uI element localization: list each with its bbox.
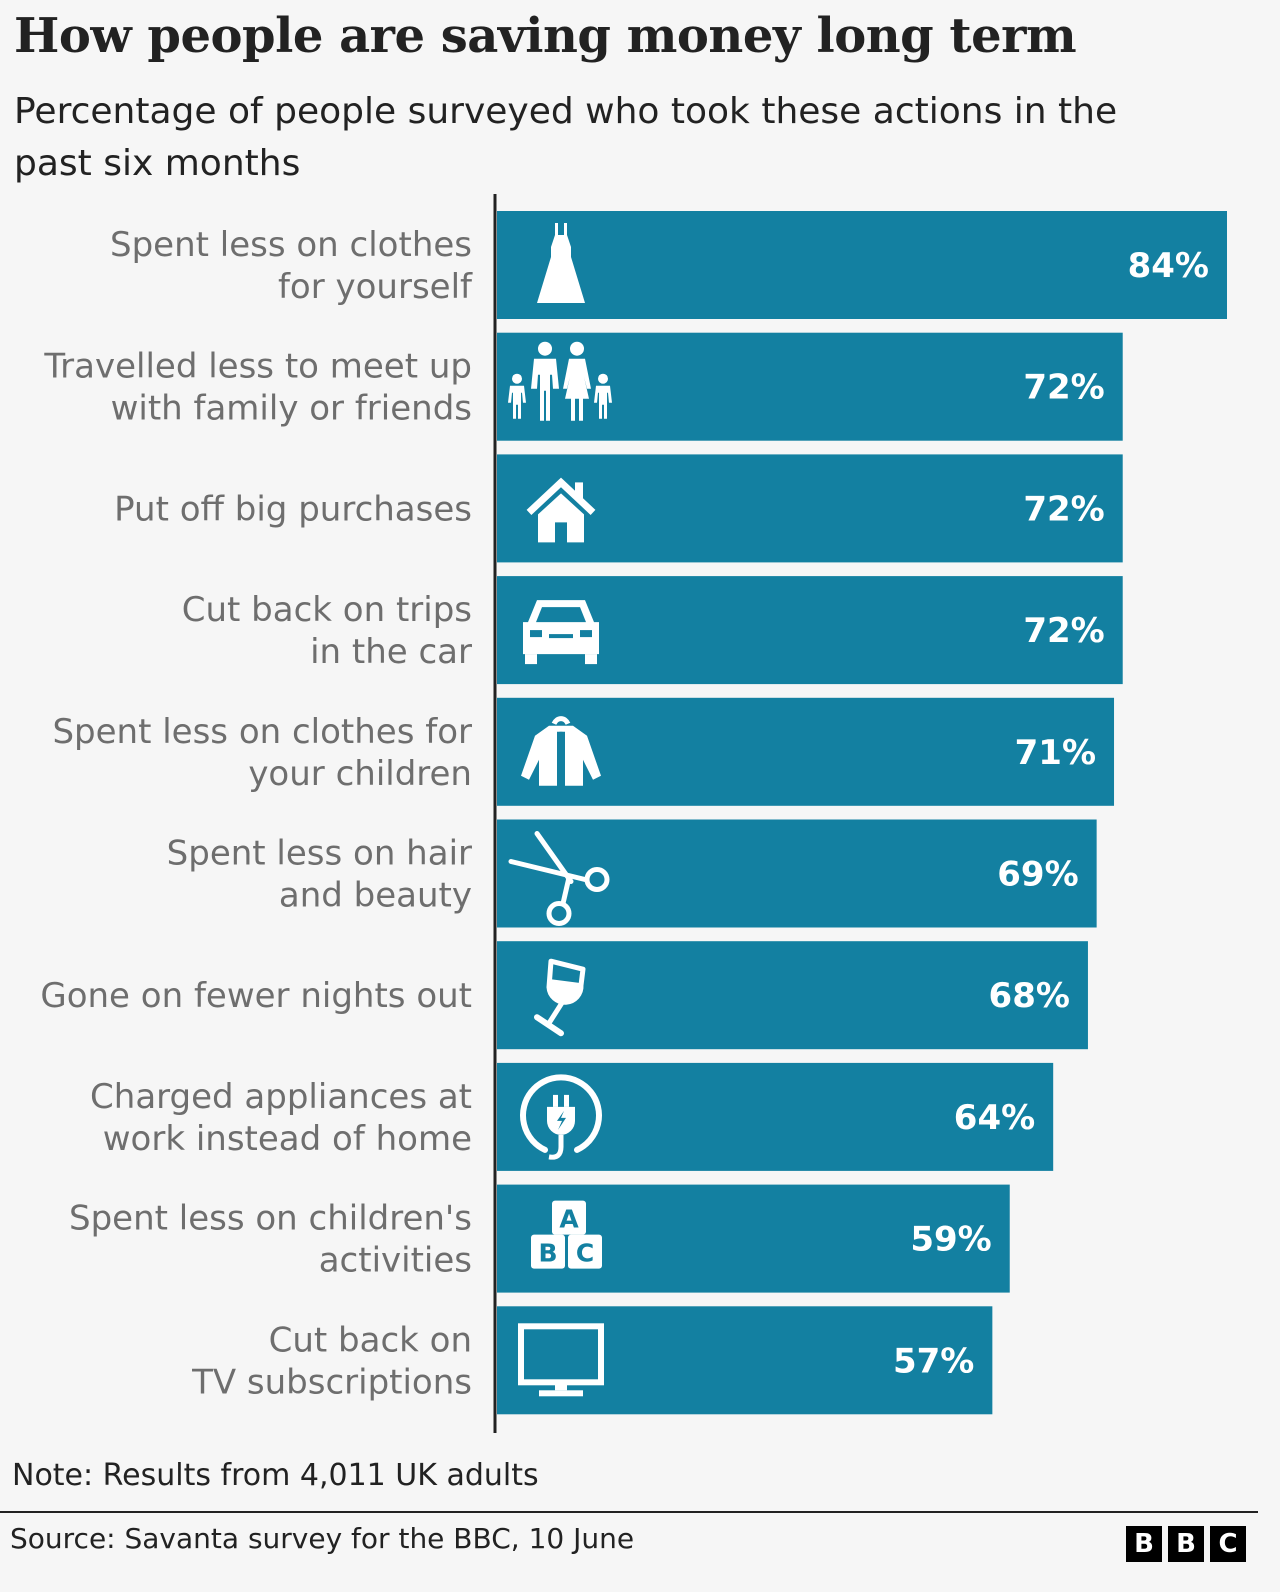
plug-icon: [520, 1074, 602, 1160]
jacket-body: [521, 725, 601, 786]
woman: [563, 358, 591, 421]
car-icon: [523, 600, 599, 665]
tv-stand: [539, 1390, 583, 1397]
bar-value-label: 57%: [893, 1341, 974, 1381]
bar: [497, 819, 1097, 928]
block-letter: B: [538, 1239, 557, 1268]
category-label: Spent less on clothes: [110, 225, 472, 265]
grille: [549, 634, 573, 639]
handle: [546, 901, 572, 926]
wheel: [585, 654, 597, 665]
block-letter: C: [576, 1239, 594, 1268]
prong: [564, 1094, 569, 1107]
bar-value-label: 69%: [997, 855, 1078, 895]
bar: [497, 576, 1123, 685]
footer-divider: [0, 1511, 1258, 1513]
letter-block: [552, 1200, 586, 1235]
category-label: with family or friends: [111, 389, 472, 429]
prong: [553, 1094, 558, 1107]
man: [531, 358, 559, 421]
head: [598, 373, 608, 384]
tv-icon: [518, 1323, 604, 1397]
lightning: [557, 1110, 566, 1130]
child: [508, 385, 526, 419]
head: [570, 341, 584, 356]
category-label: work instead of home: [103, 1119, 472, 1159]
bar-value-label: 72%: [1023, 611, 1104, 651]
bar-value-label: 71%: [1015, 733, 1096, 773]
source-text: Source: Savanta survey for the BBC, 10 J…: [10, 1522, 635, 1555]
category-label: your children: [248, 754, 472, 794]
abc-blocks-icon: AB C: [531, 1200, 602, 1269]
category-label: and beauty: [279, 876, 472, 916]
tv-neck: [555, 1382, 567, 1391]
bar-value-label: 84%: [1128, 246, 1209, 286]
block-letter: A: [559, 1205, 579, 1234]
category-label: Put off big purchases: [114, 489, 472, 529]
category-label: Gone on fewer nights out: [40, 976, 472, 1016]
letter-block: [531, 1234, 565, 1269]
bbc-logo: B B C: [1126, 1526, 1246, 1562]
base: [534, 1014, 564, 1037]
ring: [520, 1074, 602, 1153]
bar-value-label: 68%: [989, 976, 1070, 1016]
scissors-icon: [508, 831, 610, 926]
bar-value-label: 72%: [1023, 489, 1104, 529]
bar-value-label: 64%: [954, 1098, 1035, 1138]
windscreen: [536, 607, 586, 623]
bar: [497, 454, 1123, 563]
chart-title: How people are saving money long term: [14, 8, 1077, 64]
category-label: TV subscriptions: [191, 1362, 472, 1402]
logo-letter: C: [1210, 1526, 1246, 1562]
stem: [546, 998, 566, 1026]
category-label: Spent less on hair: [167, 834, 472, 874]
family-icon: [508, 341, 612, 421]
walls: [538, 493, 584, 543]
child: [594, 385, 612, 419]
bar-value-label: 59%: [910, 1220, 991, 1260]
category-label: Cut back on: [269, 1320, 472, 1360]
hood: [551, 716, 571, 726]
category-label: activities: [319, 1241, 472, 1281]
headlight: [530, 630, 542, 638]
cable: [548, 1134, 564, 1160]
chart-subtitle: Percentage of people surveyed who took t…: [14, 91, 1118, 184]
blade: [508, 859, 588, 882]
roof: [526, 477, 596, 515]
handle: [584, 867, 610, 892]
bar: [497, 1062, 1054, 1171]
bar: [497, 941, 1088, 1050]
dress-icon: [537, 223, 585, 303]
logo-letter: B: [1168, 1526, 1204, 1562]
category-label: Cut back on trips: [182, 590, 472, 630]
bar: [497, 697, 1115, 806]
head: [512, 373, 522, 384]
category-label: in the car: [310, 632, 472, 672]
headlight: [580, 630, 592, 638]
jacket-icon: [521, 716, 601, 786]
bar-value-label: 72%: [1023, 368, 1104, 408]
letter-block: [568, 1234, 602, 1269]
wheel: [525, 654, 537, 665]
footnote: Note: Results from 4,011 UK adults: [12, 1458, 539, 1493]
category-label: Spent less on clothes for: [52, 712, 472, 752]
chimney: [575, 482, 583, 499]
category-label: Spent less on children's: [69, 1199, 472, 1239]
logo-letter: B: [1126, 1526, 1162, 1562]
head: [538, 341, 552, 356]
house-icon: [526, 477, 596, 543]
bar: [497, 211, 1227, 319]
category-label: Travelled less to meet up: [43, 347, 472, 387]
handle-arm: [560, 876, 572, 905]
wine-glass-icon: [534, 958, 586, 1037]
wine: [549, 979, 583, 1002]
dress-shape: [537, 223, 585, 303]
category-label: for yourself: [278, 267, 473, 307]
category-label: Charged appliances at: [90, 1077, 472, 1117]
